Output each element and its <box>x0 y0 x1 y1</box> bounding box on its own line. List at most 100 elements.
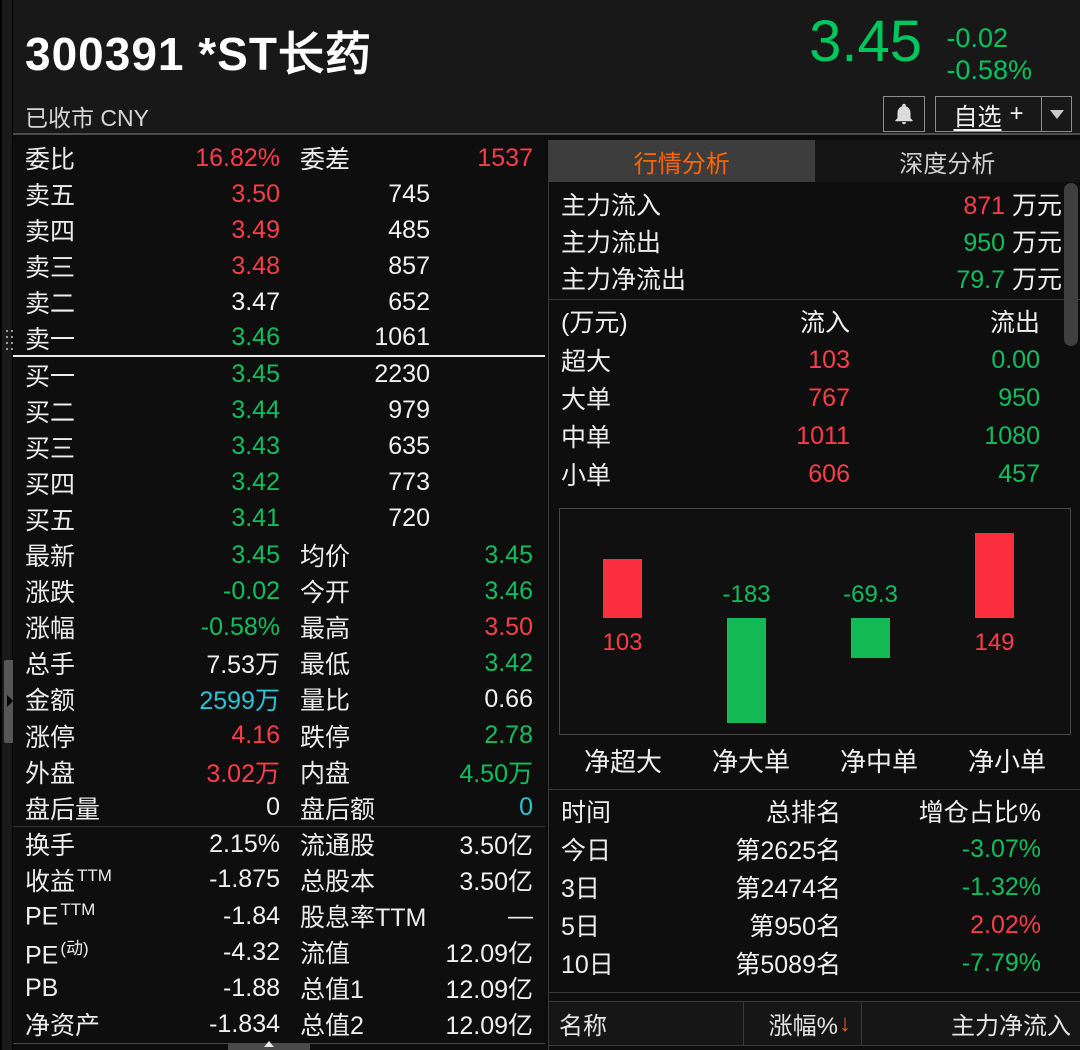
drag-handle-icon[interactable] <box>6 330 8 332</box>
rank-position: 第950名 <box>749 913 841 941</box>
price-alert-button[interactable] <box>883 96 925 132</box>
stat-label-sup: TTM <box>77 865 112 885</box>
main-flow-summary: 主力流入 871 万元 主力流出 950 万元 主力净流出 79.7 万元 <box>549 185 1080 296</box>
chart-bar-group: -69.3 <box>843 509 898 736</box>
column-header-main-net-inflow[interactable]: 主力净流入 <box>951 1013 1071 1040</box>
ask-price: 3.50 <box>231 179 280 208</box>
weibi-value: 16.82% <box>195 143 280 172</box>
expand-left-panel-button[interactable] <box>4 660 15 743</box>
ask-volume: 1061 <box>374 323 430 352</box>
price-change-block: -0.02 -0.58% <box>946 22 1032 87</box>
ask-row: 卖五 3.50 745 <box>13 176 545 212</box>
vertical-scrollbar-thumb[interactable] <box>1064 183 1078 346</box>
flow-value: 79.7 万元 <box>686 260 1062 296</box>
bid-volume: 2230 <box>374 360 430 389</box>
stat-label: 最高 <box>300 615 351 644</box>
bid-level-label: 买一 <box>25 362 76 391</box>
flow-amount: 950 <box>963 228 1006 257</box>
expand-bottom-panel-button[interactable] <box>228 1041 310 1050</box>
column-header-change-pct[interactable]: 涨幅% ↓ <box>744 1002 862 1045</box>
stock-code: 300391 <box>25 28 185 80</box>
watchlist-dropdown-button[interactable] <box>1041 97 1071 131</box>
bid-volume: 635 <box>388 432 430 461</box>
stat-value: 3.50 <box>484 612 533 641</box>
main-flow-row: 主力流入 871 万元 <box>549 185 1080 222</box>
flow-value: 950 万元 <box>661 223 1062 259</box>
stat-value: 4.16 <box>231 721 280 750</box>
stat-value: 0 <box>519 793 533 822</box>
chart-bar <box>727 618 766 723</box>
rank-row: 今日 第2625名 -3.07% <box>549 830 1080 868</box>
rank-time: 5日 <box>561 913 600 941</box>
ask-volume: 857 <box>388 251 430 280</box>
chart-bar <box>975 533 1014 618</box>
main-flow-row: 主力流出 950 万元 <box>549 222 1080 259</box>
order-size-label: 中单 <box>561 424 612 452</box>
stat-value: 3.45 <box>484 540 533 569</box>
bid-level-label: 买三 <box>25 434 76 463</box>
rank-position: 第2474名 <box>735 875 841 903</box>
stat-label: PE TTM <box>25 900 96 931</box>
inflow-value: 103 <box>808 345 850 374</box>
stat-row: 最新 3.45 均价 3.45 <box>13 537 545 573</box>
watchlist-button[interactable]: 自选 + <box>935 96 1072 132</box>
stat-label: 最新 <box>25 543 76 572</box>
stat-label: 换手 <box>25 832 76 861</box>
bid-level-label: 买四 <box>25 470 76 499</box>
stat-value: -0.58% <box>200 612 280 641</box>
stat-value: 4.50万 <box>459 759 533 788</box>
ask-row: 卖四 3.49 485 <box>13 212 545 248</box>
stat-value: -1.834 <box>209 1009 280 1038</box>
net-flow-bar-chart: 103 -183 -69.3 149 <box>559 508 1071 735</box>
stat-value: 3.02万 <box>206 759 280 788</box>
stat-label: 流值 <box>300 940 351 969</box>
chart-bar <box>851 618 890 658</box>
chart-category-label: 净小单 <box>967 746 1046 777</box>
ask-price: 3.49 <box>231 215 280 244</box>
rank-row: 10日 第5089名 -7.79% <box>549 944 1080 982</box>
ask-volume: 485 <box>388 215 430 244</box>
chart-x-axis: 净超大 净大单 净中单 净小单 <box>559 740 1071 780</box>
stat-label: 均价 <box>300 543 351 572</box>
ask-row: 卖二 3.47 652 <box>13 284 545 320</box>
stat-row: PE TTM -1.84 股息率TTM — <box>13 898 545 934</box>
main-flow-row: 主力净流出 79.7 万元 <box>549 259 1080 296</box>
watchlist-plus: + <box>1009 100 1024 127</box>
stat-row: 金额 2599万 量比 0.66 <box>13 681 545 717</box>
chart-bar-value: 149 <box>974 629 1015 656</box>
ask-volume: 652 <box>388 287 430 316</box>
tab-market-analysis[interactable]: 行情分析 <box>549 140 815 182</box>
stat-label: 内盘 <box>300 759 351 788</box>
panel-splitter[interactable] <box>0 0 15 1050</box>
stat-value: 2599万 <box>199 687 280 716</box>
flow-table: 超大 103 0.00 大单 767 950 中单 1011 1080 小单 606 457 <box>549 341 1080 493</box>
position-change-pct: -3.07% <box>961 834 1041 863</box>
flow-value: 871 万元 <box>661 186 1062 222</box>
position-change-pct: -1.32% <box>961 872 1041 901</box>
outflow-value: 950 <box>998 383 1040 412</box>
stat-label: PB <box>25 973 59 1002</box>
time-header: 时间 <box>561 799 612 827</box>
flow-table-row: 大单 767 950 <box>549 379 1080 417</box>
stat-label: 总股本 <box>300 867 376 896</box>
outflow-value: 1080 <box>984 421 1040 450</box>
order-size-label: 超大 <box>561 348 612 376</box>
stat-label: 外盘 <box>25 759 76 788</box>
sort-desc-icon: ↓ <box>839 1009 851 1037</box>
rank-table-header: 时间 总排名 增仓占比% <box>549 792 1080 830</box>
rank-position: 第2625名 <box>735 837 841 865</box>
weibi-row: 委比 16.82% 委差 1537 <box>13 140 545 176</box>
stat-value: 7.53万 <box>206 651 280 680</box>
position-change-pct: 2.02% <box>970 910 1041 939</box>
stat-label: 总值1 <box>300 976 364 1005</box>
stat-value: 3.46 <box>484 576 533 605</box>
stat-value: 3.50亿 <box>459 867 533 896</box>
chart-bar-value: 103 <box>602 629 643 656</box>
stat-row: PB -1.88 总值1 12.09亿 <box>13 970 545 1006</box>
column-header-name[interactable]: 名称 <box>549 1002 744 1045</box>
rank-table: 时间 总排名 增仓占比% 今日 第2625名 -3.07% 3日 第2474名 -1.32… <box>549 792 1080 982</box>
tab-depth-analysis[interactable]: 深度分析 <box>814 140 1080 182</box>
market-status: 已收市 CNY <box>25 105 149 131</box>
watchlist-add[interactable]: 自选 + <box>936 97 1041 131</box>
